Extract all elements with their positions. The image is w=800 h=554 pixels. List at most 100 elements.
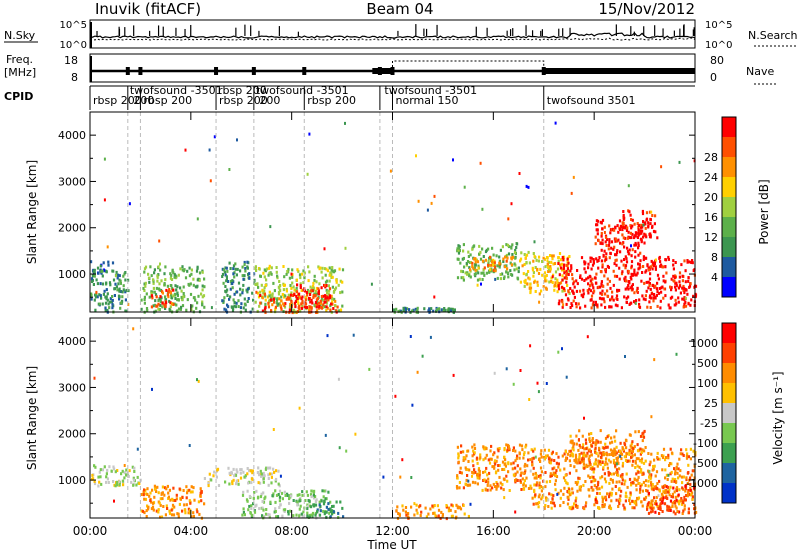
range-cell — [501, 460, 505, 464]
range-cell — [416, 306, 419, 310]
range-cell — [610, 436, 613, 440]
range-cell — [119, 279, 122, 283]
range-cell — [161, 485, 164, 489]
range-cell — [108, 300, 112, 304]
range-cell — [599, 451, 602, 455]
range-cell — [571, 273, 574, 277]
range-cell — [555, 475, 559, 479]
range-cell — [621, 224, 624, 227]
range-cell — [237, 281, 241, 285]
range-cell — [625, 472, 628, 476]
range-cell — [106, 308, 109, 312]
range-cell — [257, 295, 261, 299]
range-cell — [491, 486, 494, 490]
range-cell — [476, 482, 479, 486]
range-cell — [664, 468, 667, 472]
range-cell — [621, 221, 624, 225]
range-cell — [568, 506, 571, 509]
range-cell — [615, 294, 619, 298]
range-cell — [677, 300, 680, 304]
range-cell — [565, 481, 568, 485]
range-cell — [512, 449, 515, 452]
range-cell — [554, 479, 557, 483]
range-cell — [292, 285, 295, 289]
range-cell — [649, 510, 653, 514]
range-cell — [307, 279, 310, 283]
range-cell — [297, 301, 300, 305]
range-cell — [194, 285, 197, 289]
range-cell — [494, 277, 497, 281]
range-cell — [590, 306, 593, 310]
range-cell — [592, 441, 595, 445]
range-cell — [518, 452, 521, 456]
range-cell — [667, 453, 670, 457]
range-cell — [642, 297, 645, 301]
range-cell — [480, 282, 482, 286]
range-cell — [624, 494, 627, 498]
range-cell — [647, 221, 650, 225]
range-cell — [124, 271, 127, 274]
range-cell — [182, 292, 185, 295]
range-cell — [198, 278, 201, 282]
range-cell — [160, 279, 163, 283]
range-cell — [645, 211, 649, 215]
range-cell — [153, 484, 156, 488]
range-cell — [112, 465, 115, 469]
range-cell — [189, 282, 192, 286]
nsearch-label: N.Search — [748, 29, 798, 42]
range-cell — [477, 473, 480, 477]
range-cell — [566, 482, 569, 486]
range-cell — [101, 282, 105, 286]
range-cell — [331, 275, 334, 279]
range-cell — [516, 479, 519, 482]
range-cell — [251, 469, 254, 473]
range-cell — [604, 436, 608, 440]
range-cell — [228, 482, 231, 486]
range-cell — [538, 486, 541, 490]
range-cell — [576, 461, 579, 465]
range-cell — [644, 298, 647, 302]
range-cell — [482, 479, 485, 482]
range-cell — [611, 295, 614, 299]
range-cell — [432, 511, 435, 515]
range-cell — [587, 262, 590, 266]
range-cell — [608, 238, 611, 242]
range-cell — [464, 482, 467, 486]
range-cell — [314, 503, 318, 507]
range-cell — [293, 301, 296, 305]
nave-tick-bottom: 0 — [710, 71, 717, 84]
cpid-row1-label: twofsound -3501 — [130, 84, 223, 97]
range-cell — [261, 500, 264, 503]
range-cell — [344, 121, 346, 125]
range-cell — [595, 451, 598, 455]
range-cell — [667, 255, 670, 259]
range-cell — [196, 265, 199, 269]
range-cell — [563, 467, 566, 471]
range-cell — [415, 309, 418, 313]
range-cell — [143, 295, 146, 299]
range-cell — [618, 277, 621, 281]
range-cell — [100, 482, 103, 486]
range-cell — [275, 515, 278, 519]
range-cell — [638, 298, 641, 302]
range-cell — [615, 468, 619, 472]
nave-trace — [392, 60, 545, 71]
range-cell — [494, 269, 497, 273]
range-cell — [651, 507, 654, 510]
range-cell — [651, 224, 654, 228]
range-cell — [412, 308, 415, 312]
range-cell — [628, 281, 631, 285]
range-cell — [441, 513, 444, 517]
range-cell — [596, 223, 599, 227]
range-cell — [269, 298, 272, 302]
range-cell — [328, 294, 331, 298]
range-cell — [159, 295, 162, 299]
range-cell — [462, 459, 465, 462]
range-cell — [155, 295, 158, 299]
range-cell — [169, 498, 172, 502]
range-cell — [285, 297, 288, 301]
range-cell — [469, 268, 472, 272]
range-cell — [502, 260, 505, 263]
range-cell — [150, 500, 153, 504]
range-cell — [541, 273, 544, 277]
